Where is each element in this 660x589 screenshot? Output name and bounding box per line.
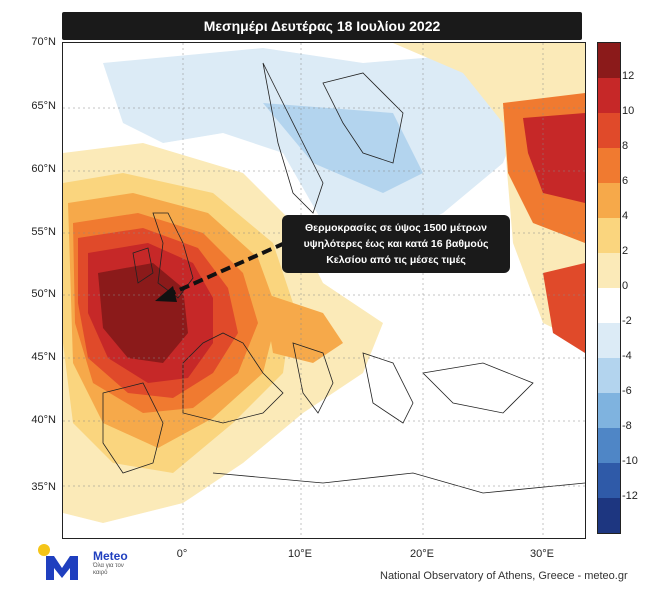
- colorbar-tick-label: -2: [622, 315, 632, 327]
- colorbar-tick-label: 12: [622, 70, 635, 82]
- southeast-hot: [543, 263, 585, 353]
- callout-line-3: Κελσίου από τις μέσες τιμές: [326, 254, 466, 266]
- callout-line-2: υψηλότερες έως και κατά 16 βαθμούς: [303, 238, 489, 250]
- colorbar-segment: [598, 253, 620, 288]
- colorbar-segment: [598, 358, 620, 393]
- lat-label-45: 45°N: [31, 351, 56, 363]
- lat-label-55: 55°N: [31, 226, 56, 238]
- meteo-logo: [38, 544, 78, 580]
- logo-name: Meteo: [93, 549, 128, 563]
- colorbar-segment: [598, 428, 620, 463]
- lon-label-0: 0°: [176, 548, 188, 560]
- map-title: Μεσημέρι Δευτέρας 18 Ιουλίου 2022: [62, 12, 582, 40]
- colorbar-segment: [598, 113, 620, 148]
- colorbar-tick-label: 6: [622, 175, 629, 187]
- lon-label-20e: 20°E: [410, 548, 434, 560]
- colorbar-tick-label: 4: [622, 210, 629, 222]
- lat-label-50: 50°N: [31, 288, 56, 300]
- colorbar: [597, 42, 621, 534]
- colorbar-tick-label: 2: [622, 245, 629, 257]
- callout-line-1: Θερμοκρασίες σε ύψος 1500 μέτρων: [305, 222, 487, 234]
- lon-label-10e: 10°E: [288, 548, 312, 560]
- callout-arrow: [155, 241, 286, 302]
- colorbar-segment: [598, 323, 620, 358]
- colorbar-tick-label: -10: [622, 455, 638, 467]
- colorbar-tick-label: 10: [622, 105, 635, 117]
- colorbar-segment: [598, 498, 620, 533]
- lat-label-70: 70°N: [31, 36, 56, 48]
- east-hot-core: [523, 113, 585, 203]
- graticule: [63, 43, 585, 538]
- colorbar-segment: [598, 463, 620, 498]
- colorbar-segment: [598, 78, 620, 113]
- anomaly-map: [62, 42, 586, 539]
- colorbar-tick-label: -6: [622, 385, 632, 397]
- colorbar-tick-label: 8: [622, 140, 629, 152]
- colorbar-segment: [598, 288, 620, 323]
- colorbar-tick-label: -12: [622, 490, 638, 502]
- credit-text: National Observatory of Athens, Greece -…: [380, 570, 628, 582]
- lat-label-65: 65°N: [31, 100, 56, 112]
- coastlines: [102, 62, 585, 494]
- map-svg: [63, 43, 585, 538]
- lat-label-60: 60°N: [31, 163, 56, 175]
- logo-tagline: Όλα για τον καιρό: [93, 563, 124, 576]
- central-warm: [263, 293, 343, 363]
- negative-anomaly-core: [263, 103, 423, 193]
- colorbar-segment: [598, 148, 620, 183]
- colorbar-segment: [598, 393, 620, 428]
- colorbar-tick-label: 0: [622, 280, 629, 292]
- anomaly-callout: Θερμοκρασίες σε ύψος 1500 μέτρων υψηλότε…: [282, 215, 510, 273]
- lon-label-30e: 30°E: [530, 548, 554, 560]
- colorbar-segment: [598, 183, 620, 218]
- colorbar-tick-label: -8: [622, 420, 632, 432]
- lat-label-40: 40°N: [31, 414, 56, 426]
- lat-label-35: 35°N: [31, 481, 56, 493]
- heat-dome-core: [98, 263, 188, 363]
- colorbar-segment: [598, 43, 620, 78]
- colorbar-tick-label: -4: [622, 350, 632, 362]
- colorbar-segment: [598, 218, 620, 253]
